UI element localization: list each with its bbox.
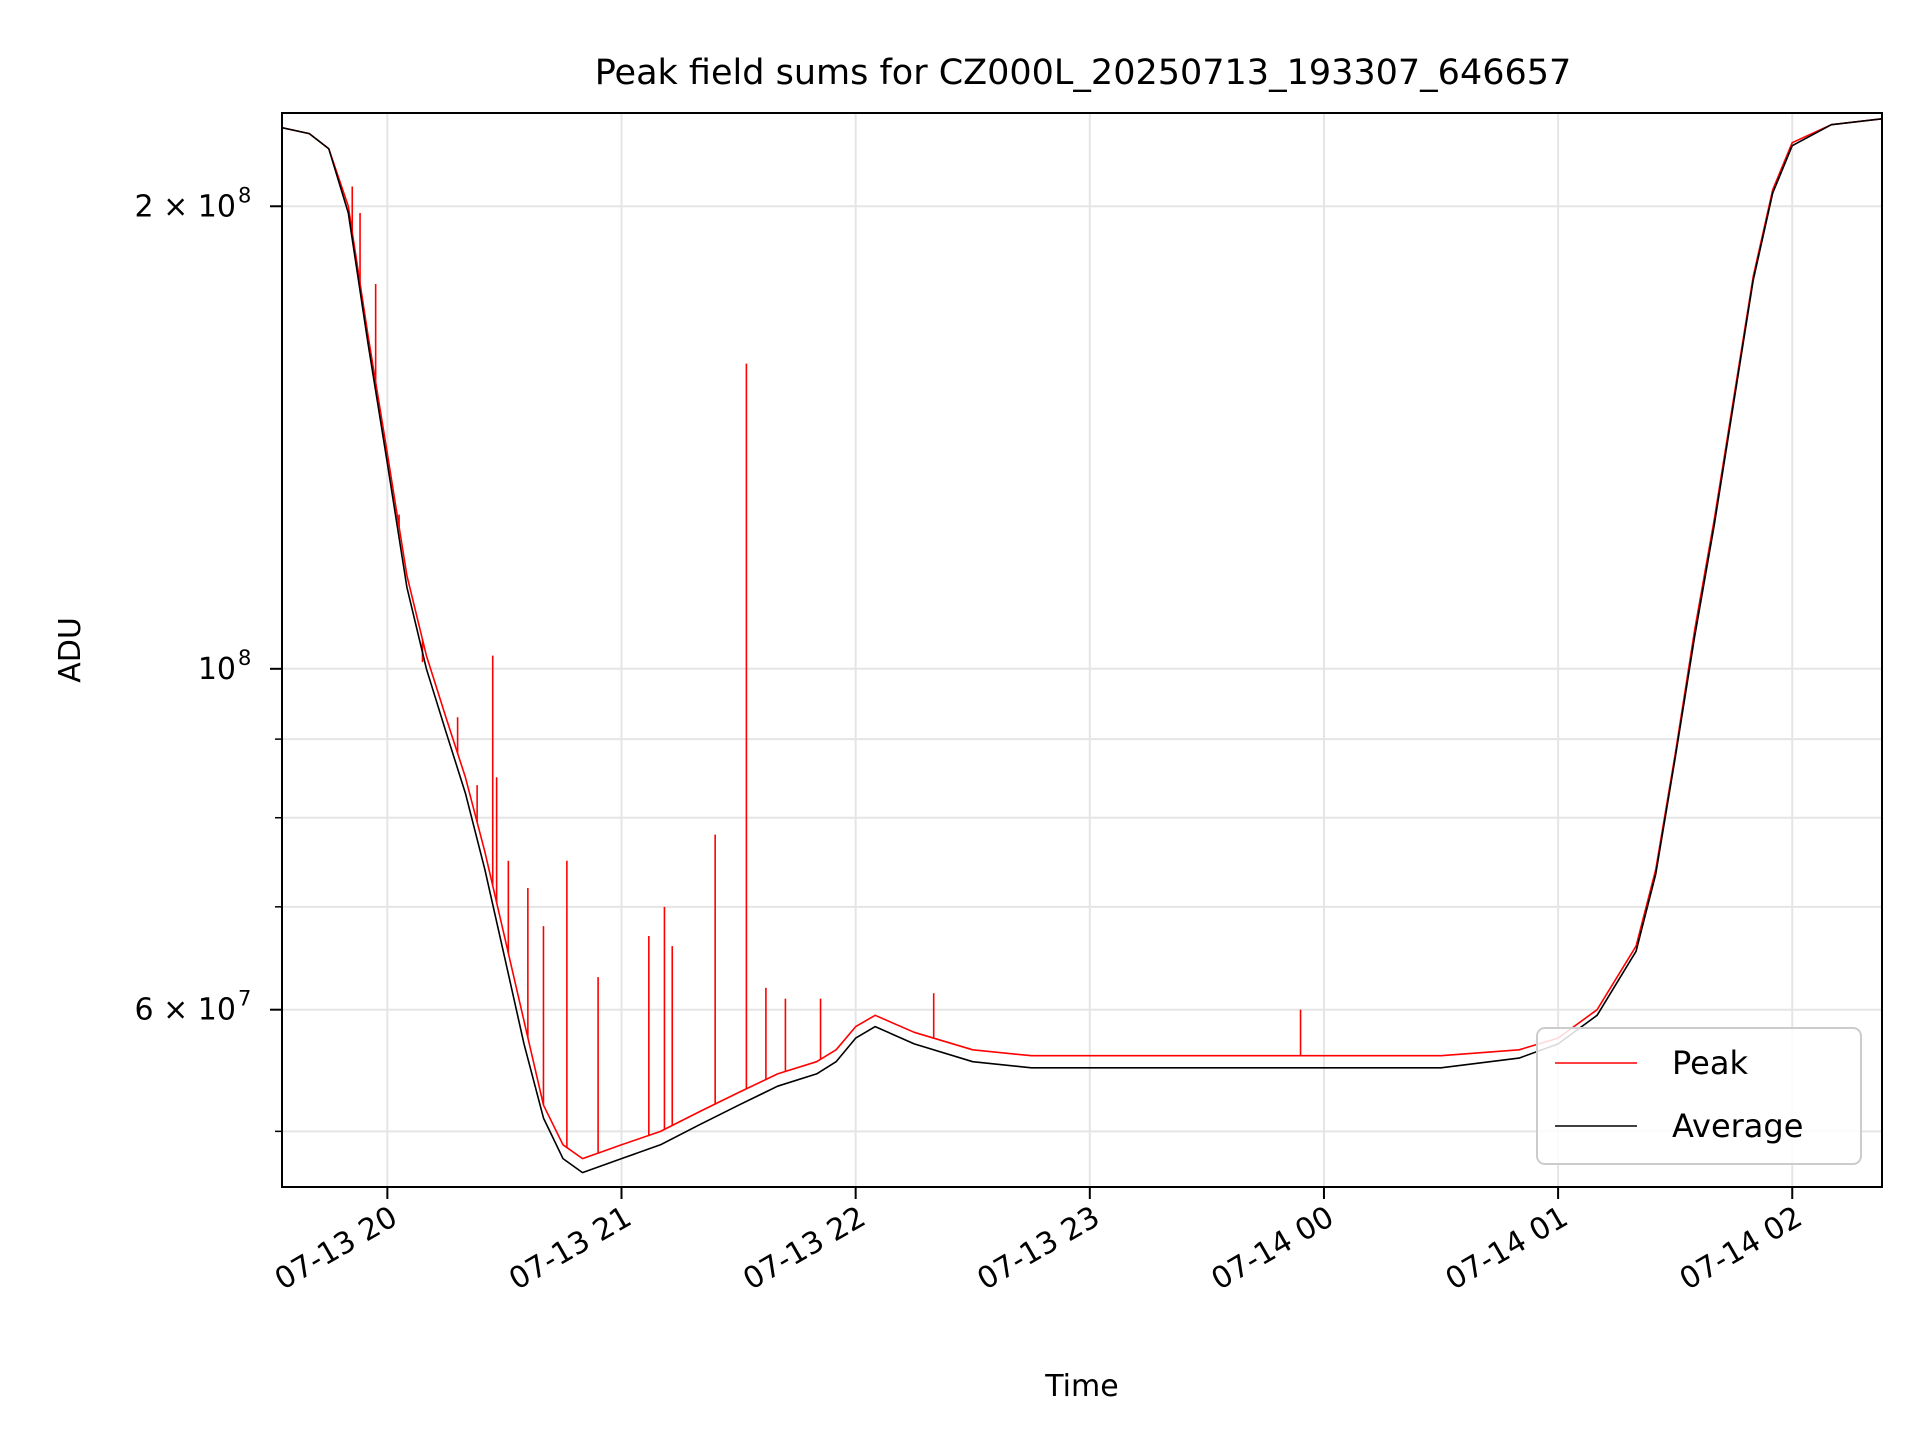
y-tick-label-exponent: 8	[238, 646, 251, 670]
y-tick-label-exponent: 8	[238, 183, 251, 207]
y-tick-label-exponent: 7	[238, 987, 251, 1011]
legend-box	[1536, 1027, 1862, 1165]
y-tick-label: 6 × 10	[135, 993, 236, 1028]
series-line-average	[282, 118, 1882, 1174]
legend-label-average: Average	[1672, 1107, 1803, 1145]
x-axis-label: Time	[1044, 1369, 1118, 1404]
series-layer	[282, 118, 1882, 1174]
y-tick-label: 2 × 10	[135, 189, 236, 224]
y-axis-label: ADU	[53, 617, 88, 683]
legend: Peak Average	[1536, 1027, 1862, 1165]
plot-frame	[281, 112, 1883, 1188]
grid	[282, 113, 1882, 1187]
legend-label-peak: Peak	[1672, 1044, 1748, 1082]
y-tick-label: 10	[198, 652, 236, 687]
chart-title: Peak field sums for CZ000L_20250713_1933…	[595, 53, 1572, 93]
